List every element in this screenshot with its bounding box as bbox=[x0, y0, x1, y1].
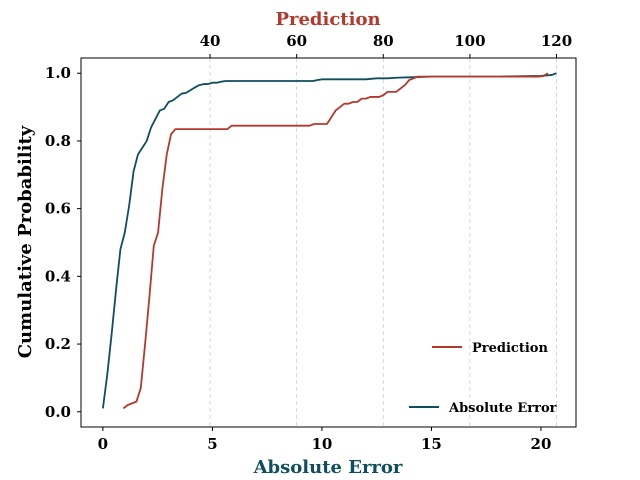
y-tick-label-0.2: 0.2 bbox=[45, 335, 71, 353]
legend-absolute-error-label: Absolute Error bbox=[448, 401, 557, 416]
grid-lines bbox=[209, 58, 557, 427]
x-tick-label-5: 5 bbox=[207, 435, 217, 453]
legend-prediction: Prediction bbox=[432, 341, 548, 356]
top-tick-label-100: 100 bbox=[454, 32, 485, 50]
x-tick-label-10: 10 bbox=[311, 435, 332, 453]
plot-frame bbox=[80, 57, 577, 428]
y-tick-label-1: 1.0 bbox=[45, 64, 71, 82]
y-tick-label-0.4: 0.4 bbox=[45, 267, 71, 285]
y-tick-label-0.6: 0.6 bbox=[45, 200, 71, 218]
x-tick-label-15: 15 bbox=[421, 435, 442, 453]
series-lines bbox=[102, 72, 557, 410]
top-tick-label-60: 60 bbox=[286, 32, 307, 50]
top-tick-label-80: 80 bbox=[373, 32, 394, 50]
x-axis-title: Absolute Error bbox=[253, 457, 403, 478]
top-tick-label-120: 120 bbox=[541, 32, 572, 50]
x-tick-label-20: 20 bbox=[531, 435, 552, 453]
x-tick-label-0: 0 bbox=[98, 435, 108, 453]
legend-absolute-error: Absolute Error bbox=[409, 401, 557, 416]
axis-ticks: 40 60 80 100 120 0 5 10 15 20 0.0 0.2 0.4 0.6 0.8 1.0 bbox=[45, 32, 572, 453]
y-tick-label-0.8: 0.8 bbox=[45, 132, 71, 150]
series-line-absolute-error bbox=[102, 72, 557, 409]
y-tick-label-0: 0.0 bbox=[45, 403, 71, 421]
series-line-prediction bbox=[122, 72, 549, 410]
y-axis-title: Cumulative Probability bbox=[15, 125, 36, 358]
legend-prediction-label: Prediction bbox=[472, 341, 548, 356]
top-axis-title: Prediction bbox=[275, 9, 380, 30]
top-tick-label-40: 40 bbox=[200, 32, 221, 50]
